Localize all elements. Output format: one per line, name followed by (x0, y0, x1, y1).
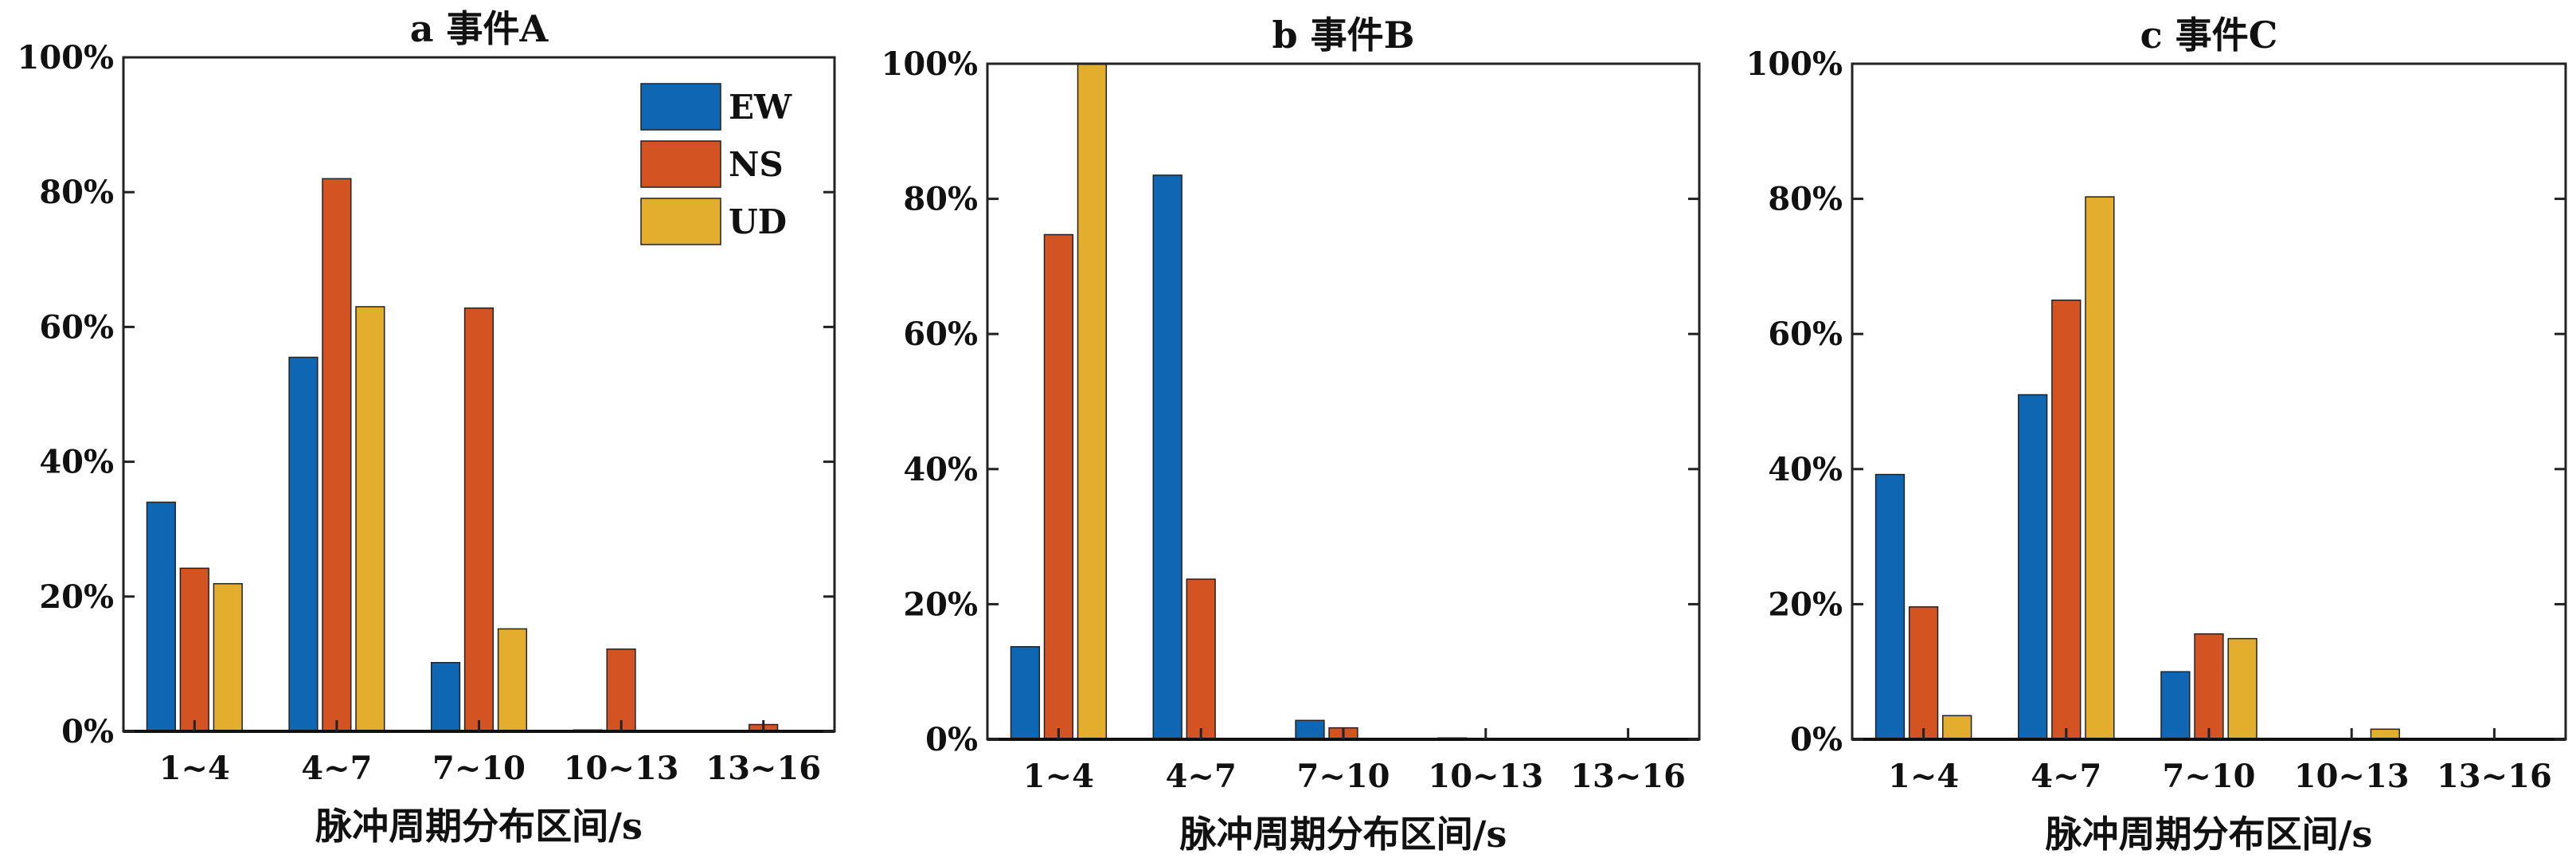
bar-ud-1 (1942, 715, 1972, 740)
bar-ns-1 (1908, 606, 1939, 740)
x-tick-label: 13~16 (706, 750, 821, 787)
legend-swatch-ns (640, 140, 721, 188)
bar-ud-2 (2085, 196, 2115, 740)
y-tick-label: 40% (903, 451, 978, 488)
chart-panel-3: 0% 20% 40% 60% 80% 100% 1~4 4~7 7~10 10~13 13~16 c … (1745, 14, 2567, 856)
x-tick-label: 1~4 (1023, 758, 1094, 795)
bar-ud-3 (2227, 637, 2257, 740)
x-tick-label: 7~10 (2162, 758, 2255, 795)
bar-ud-1 (213, 582, 243, 732)
y-tick-label: 20% (903, 586, 978, 623)
y-tick-label: 20% (39, 578, 114, 616)
x-tick-label: 10~13 (564, 750, 679, 787)
bar-ew-3 (430, 661, 461, 732)
bar-ns-3 (463, 307, 494, 732)
legend-label-ud: UD (729, 202, 787, 241)
y-tick-label: 60% (1768, 315, 1843, 353)
chart-panel-1: 0% 20% 40% 60% 80% 100% 1~4 4~7 7~10 10~13 13~16 a … (17, 7, 836, 848)
bar-ns-4 (606, 648, 636, 732)
x-axis-title: 脉冲周期分布区间/s (2046, 813, 2373, 856)
bar-ns-1 (1043, 233, 1074, 740)
chart-title: a 事件A (410, 7, 549, 50)
legend-label-ew: EW (729, 88, 792, 127)
legend-swatch-ud (640, 198, 721, 245)
bar-ns-2 (2051, 300, 2082, 740)
y-tick-label: 100% (1745, 45, 1843, 83)
y-tick-label: 0% (1790, 721, 1843, 758)
y-tick-label: 100% (881, 45, 978, 83)
y-tick-label: 80% (1768, 181, 1843, 218)
y-tick-label: 40% (1768, 451, 1843, 488)
y-tick-label: 80% (903, 181, 978, 218)
x-tick-label: 13~16 (2437, 758, 2552, 795)
y-tick-label: 60% (39, 308, 114, 346)
x-tick-label: 13~16 (1570, 758, 1686, 795)
chart-title: b 事件B (1272, 14, 1414, 57)
x-axis-title: 脉冲周期分布区间/s (315, 805, 643, 848)
chart-panel-2: 0% 20% 40% 60% 80% 100% 1~4 4~7 7~10 10~13 13~16 b … (881, 14, 1701, 856)
x-tick-label: 4~7 (2031, 758, 2101, 795)
bar-ew-1 (1010, 646, 1041, 740)
x-tick-label: 1~4 (1888, 758, 1959, 795)
y-tick-label: 60% (903, 315, 978, 353)
y-tick-label: 0% (61, 713, 114, 750)
bar-ud-2 (355, 306, 385, 732)
bar-ew-1 (1874, 473, 1906, 740)
x-tick-label: 7~10 (432, 750, 526, 787)
x-tick-label: 10~13 (2294, 758, 2410, 795)
bar-ew-2 (1152, 174, 1182, 740)
legend-swatch-ew (640, 83, 721, 131)
legend: EW NS UD (640, 83, 792, 245)
bar-ns-1 (179, 567, 209, 732)
bar-ew-3 (1295, 719, 1325, 740)
legend-label-ns: NS (729, 145, 784, 184)
bar-ew-2 (288, 356, 319, 732)
x-tick-label: 4~7 (1166, 758, 1237, 795)
x-tick-label: 7~10 (1296, 758, 1390, 795)
chart-title: c 事件C (2140, 14, 2278, 57)
y-tick-label: 0% (925, 721, 978, 758)
x-axis-title: 脉冲周期分布区间/s (1180, 813, 1507, 856)
x-tick-label: 1~4 (159, 750, 230, 787)
bar-ew-1 (146, 501, 176, 732)
bar-ud-3 (497, 628, 528, 732)
bar-ew-2 (2018, 394, 2048, 740)
y-tick-label: 80% (39, 174, 114, 211)
x-tick-label: 4~7 (301, 750, 372, 787)
bar-ud-1 (1077, 63, 1108, 740)
y-tick-label: 20% (1768, 586, 1843, 623)
bar-ew-3 (2160, 671, 2191, 740)
bar-ns-2 (322, 178, 352, 732)
y-tick-label: 100% (17, 39, 114, 76)
x-tick-label: 10~13 (1428, 758, 1543, 795)
bar-ns-2 (1186, 578, 1216, 740)
bar-ns-3 (2194, 633, 2224, 740)
y-tick-label: 40% (39, 444, 114, 481)
